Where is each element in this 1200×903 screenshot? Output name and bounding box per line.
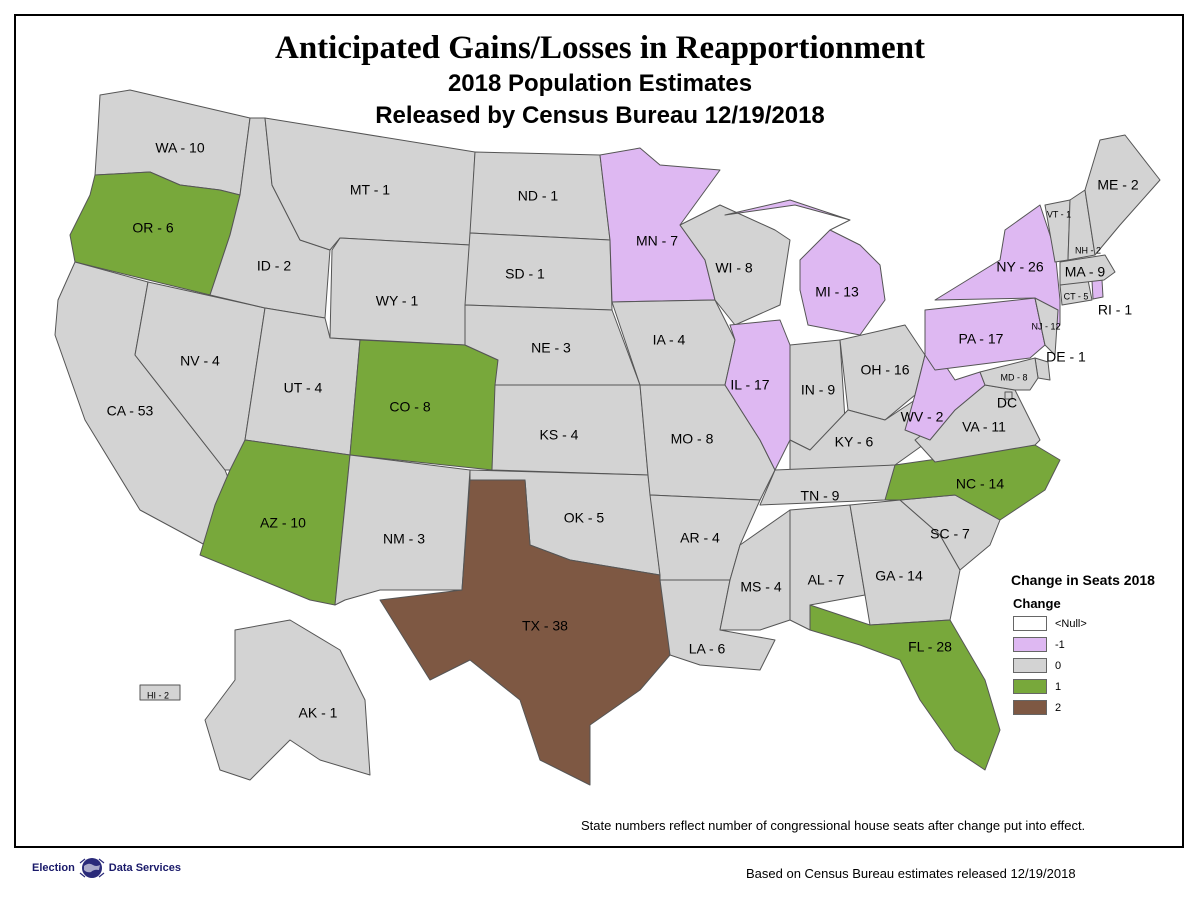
legend-swatch [1013,700,1047,715]
state-label-co: CO - 8 [389,399,430,415]
legend-label: 2 [1055,701,1062,714]
state-label-ky: KY - 6 [835,434,874,450]
election-data-services-logo: Election Data Services [32,857,181,879]
state-label-ct: CT - 5 [1064,291,1089,301]
state-label-ms: MS - 4 [740,579,781,595]
state-label-ca: CA - 53 [107,403,154,419]
state-label-ak: AK - 1 [299,705,338,721]
state-label-tx: TX - 38 [522,618,568,634]
legend-subtitle: Change [1013,596,1061,611]
state-label-ga: GA - 14 [875,568,923,584]
legend-label: <Null> [1055,617,1087,630]
state-hi [139,684,181,701]
footer-source: Based on Census Bureau estimates release… [746,866,1076,881]
state-label-hi: HI - 2 [147,690,169,700]
state-label-ok: OK - 5 [564,510,605,526]
state-label-me: ME - 2 [1097,177,1138,193]
state-label-mn: MN - 7 [636,233,678,249]
legend-item-zero: 0 [1013,657,1181,674]
state-label-pa: PA - 17 [959,331,1004,347]
state-label-ut: UT - 4 [284,380,323,396]
legend-label: -1 [1055,638,1065,651]
state-ma [1059,254,1116,286]
logo-word-1: Election [32,862,75,874]
state-label-wv: WV - 2 [901,409,944,425]
state-label-in: IN - 9 [801,382,835,398]
state-label-ks: KS - 4 [540,427,579,443]
state-label-al: AL - 7 [808,572,845,588]
state-label-fl: FL - 28 [908,639,952,655]
legend-label: 0 [1055,659,1062,672]
state-me [1084,134,1161,256]
state-label-vt: VT - 1 [1047,209,1071,219]
globe-icon [79,858,105,878]
state-label-nd: ND - 1 [518,188,559,204]
map-subtitle-2: Released by Census Bureau 12/19/2018 [375,102,825,129]
state-ri [1091,279,1104,300]
state-label-nm: NM - 3 [383,531,425,547]
legend-swatch [1013,679,1047,694]
state-nc [884,444,1061,521]
state-label-az: AZ - 10 [260,515,306,531]
legend-item-plus2: 2 [1013,699,1181,716]
state-md [979,357,1039,391]
state-label-ia: IA - 4 [653,332,686,348]
state-label-ne: NE - 3 [531,340,571,356]
state-label-ar: AR - 4 [680,530,720,546]
state-label-or: OR - 6 [132,220,173,236]
state-label-wi: WI - 8 [715,260,753,276]
state-label-nj: NJ - 12 [1031,321,1060,331]
state-label-la: LA - 6 [689,641,726,657]
map-note: State numbers reflect number of congress… [581,818,1086,833]
state-wy [329,237,471,346]
state-label-va: VA - 11 [962,419,1006,435]
state-label-nv: NV - 4 [180,353,220,369]
state-label-ri: RI - 1 [1098,302,1132,318]
legend-item-minus1: -1 [1013,636,1181,653]
legend-swatch [1013,616,1047,631]
legend-swatch [1013,658,1047,673]
state-label-sc: SC - 7 [930,526,970,542]
legend-item-plus1: 1 [1013,678,1181,695]
map-subtitle-1: 2018 Population Estimates [447,70,753,97]
state-label-md: MD - 8 [1001,372,1028,382]
state-label-dc: DC [997,395,1017,411]
state-ak [204,619,371,781]
state-label-ma: MA - 9 [1065,264,1106,280]
state-nj [1034,297,1059,356]
state-label-il: IL - 17 [730,377,769,393]
state-dc [1004,391,1013,400]
state-label-mo: MO - 8 [671,431,714,447]
legend-label: 1 [1055,680,1062,693]
state-label-nh: NH - 2 [1075,245,1101,255]
state-label-mt: MT - 1 [350,182,390,198]
legend-item-null: <Null> [1013,615,1181,632]
state-label-wa: WA - 10 [155,140,204,156]
state-label-mi: MI - 13 [815,284,859,300]
state-label-tn: TN - 9 [801,488,840,504]
state-label-nc: NC - 14 [956,476,1004,492]
legend-swatch [1013,637,1047,652]
state-label-de: DE - 1 [1046,349,1086,365]
legend: Change in Seats 2018 Change <Null> -1 0 … [1011,572,1181,716]
state-label-sd: SD - 1 [505,266,545,282]
state-tx [379,479,671,786]
legend-title: Change in Seats 2018 [1011,572,1155,588]
state-fl [809,604,1001,771]
state-label-wy: WY - 1 [376,293,419,309]
logo-word-2: Data Services [108,862,181,874]
state-label-id: ID - 2 [257,258,291,274]
state-label-oh: OH - 16 [860,362,909,378]
state-label-ny: NY - 26 [996,259,1043,275]
map-title: Anticipated Gains/Losses in Reapportionm… [275,30,925,66]
